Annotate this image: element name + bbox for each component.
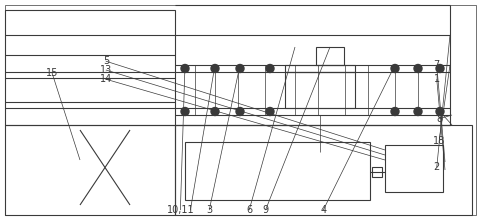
- Bar: [315, 47, 343, 65]
- Bar: [5, 125, 175, 215]
- Text: 3: 3: [206, 205, 212, 215]
- Bar: [5, 10, 175, 125]
- Bar: [185, 142, 369, 200]
- Circle shape: [265, 108, 274, 116]
- Circle shape: [236, 64, 243, 73]
- Text: 9: 9: [262, 205, 268, 215]
- Circle shape: [211, 108, 218, 116]
- Text: 18: 18: [432, 136, 444, 146]
- Bar: [175, 125, 471, 215]
- Bar: [384, 145, 442, 192]
- Circle shape: [180, 64, 189, 73]
- Circle shape: [211, 64, 218, 73]
- Text: 4: 4: [320, 205, 325, 215]
- Text: 13: 13: [99, 65, 112, 75]
- Bar: [285, 72, 354, 108]
- Bar: [371, 167, 381, 177]
- Text: 2: 2: [433, 162, 439, 172]
- Circle shape: [413, 108, 421, 116]
- Circle shape: [180, 108, 189, 116]
- Circle shape: [435, 64, 443, 73]
- Bar: [285, 65, 354, 72]
- Text: 1: 1: [433, 74, 439, 84]
- Circle shape: [413, 64, 421, 73]
- Text: 14: 14: [99, 74, 112, 84]
- Text: 15: 15: [46, 68, 58, 78]
- Circle shape: [265, 64, 274, 73]
- Text: 8: 8: [435, 114, 441, 124]
- Text: 5: 5: [103, 56, 108, 66]
- Text: 6: 6: [246, 205, 252, 215]
- Circle shape: [390, 108, 398, 116]
- Text: 7: 7: [433, 60, 439, 70]
- Circle shape: [390, 64, 398, 73]
- Text: 10,11: 10,11: [166, 205, 194, 215]
- Circle shape: [236, 108, 243, 116]
- Circle shape: [435, 108, 443, 116]
